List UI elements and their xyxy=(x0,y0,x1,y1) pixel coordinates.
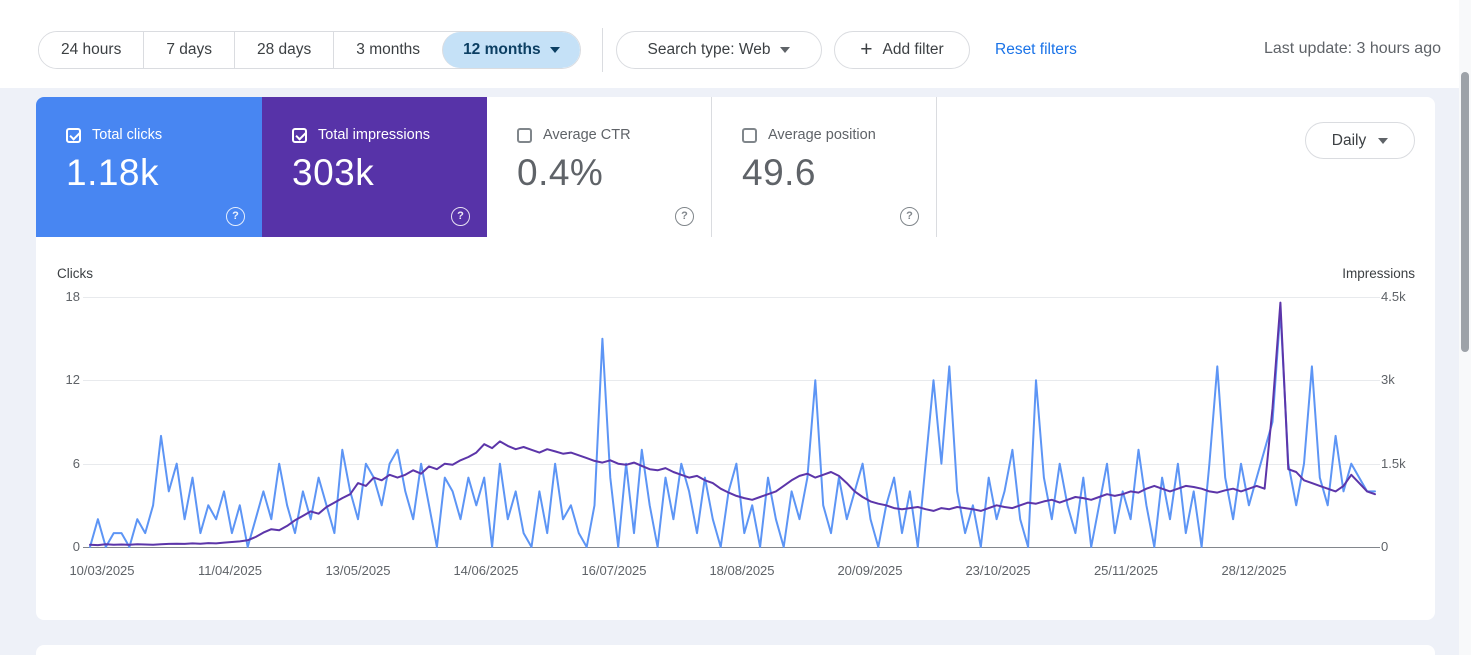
add-filter-label: Add filter xyxy=(882,41,944,58)
checkbox-icon[interactable] xyxy=(517,127,532,143)
help-icon[interactable]: ? xyxy=(226,207,245,226)
right-axis-tick: 0 xyxy=(1381,539,1389,554)
metric-card-total-clicks[interactable]: Total clicks 1.18k ? xyxy=(36,97,262,237)
performance-card: Total clicks 1.18k ? Total impressions 3… xyxy=(36,97,1435,620)
metric-value: 1.18k xyxy=(66,152,160,193)
series-line-clicks xyxy=(90,311,1375,547)
tab-12-months[interactable]: 12 months xyxy=(442,32,580,68)
help-icon[interactable]: ? xyxy=(675,207,694,226)
last-update-text: Last update: 3 hours ago xyxy=(1263,40,1441,57)
metric-label-row: Total impressions xyxy=(292,127,487,143)
checkbox-checked-icon[interactable] xyxy=(292,127,307,143)
add-filter-button[interactable]: + Add filter xyxy=(834,31,970,69)
chevron-down-icon xyxy=(549,47,560,53)
metric-label: Total impressions xyxy=(318,127,431,143)
metrics-row: Total clicks 1.18k ? Total impressions 3… xyxy=(36,97,937,237)
search-type-dropdown[interactable]: Search type: Web xyxy=(616,31,822,69)
right-axis-title: Impressions xyxy=(1342,266,1415,281)
x-axis-label: 13/05/2025 xyxy=(325,563,391,578)
x-axis-label: 20/09/2025 xyxy=(837,563,903,578)
checkbox-checked-icon[interactable] xyxy=(66,127,81,143)
metric-label-row: Average position xyxy=(742,127,936,143)
left-axis-tick: 18 xyxy=(65,289,80,304)
metric-label: Average position xyxy=(768,127,876,143)
metric-value: 303k xyxy=(292,152,375,193)
left-axis-tick: 6 xyxy=(72,456,80,471)
gridline xyxy=(83,464,1380,465)
chevron-down-icon xyxy=(1378,137,1389,144)
gridline xyxy=(83,380,1380,381)
scrollbar[interactable] xyxy=(1459,0,1471,655)
right-axis-tick: 4.5k xyxy=(1381,289,1406,304)
metric-label: Total clicks xyxy=(92,127,163,143)
granularity-dropdown[interactable]: Daily xyxy=(1305,122,1415,159)
x-axis-label: 18/08/2025 xyxy=(709,563,775,578)
x-axis-label: 14/06/2025 xyxy=(453,563,519,578)
right-axis-tick: 1.5k xyxy=(1381,456,1406,471)
right-axis-tick: 3k xyxy=(1381,372,1395,387)
tab-7-days[interactable]: 7 days xyxy=(143,32,234,68)
line-chart-canvas[interactable] xyxy=(90,297,1375,547)
x-axis-label: 10/03/2025 xyxy=(69,563,135,578)
filter-bar: 24 hours 7 days 28 days 3 months 12 mont… xyxy=(0,0,1459,88)
metric-card-average-ctr[interactable]: Average CTR 0.4% ? xyxy=(487,97,712,237)
left-axis-title: Clicks xyxy=(57,266,93,281)
x-axis-label: 11/04/2025 xyxy=(197,563,263,578)
date-range-tabs: 24 hours 7 days 28 days 3 months 12 mont… xyxy=(38,31,581,69)
help-icon[interactable]: ? xyxy=(451,207,470,226)
metric-label-row: Total clicks xyxy=(66,127,262,143)
chevron-down-icon xyxy=(780,47,791,53)
x-axis-label: 16/07/2025 xyxy=(581,563,647,578)
tab-12-months-label: 12 months xyxy=(463,41,541,58)
metric-card-average-position[interactable]: Average position 49.6 ? xyxy=(712,97,937,237)
help-icon[interactable]: ? xyxy=(900,207,919,226)
x-axis-label: 23/10/2025 xyxy=(965,563,1031,578)
metric-label: Average CTR xyxy=(543,127,631,143)
vertical-divider xyxy=(602,28,603,72)
reset-filters-link[interactable]: Reset filters xyxy=(995,41,1077,58)
tab-24-hours[interactable]: 24 hours xyxy=(39,32,144,68)
checkbox-icon[interactable] xyxy=(742,127,757,143)
left-axis-tick: 12 xyxy=(65,372,80,387)
metric-label-row: Average CTR xyxy=(517,127,711,143)
next-section-card xyxy=(36,645,1435,655)
granularity-label: Daily xyxy=(1331,131,1367,149)
x-axis-label: 25/11/2025 xyxy=(1093,563,1159,578)
gridline xyxy=(83,297,1380,298)
metric-card-total-impressions[interactable]: Total impressions 303k ? xyxy=(262,97,487,237)
metric-value: 49.6 xyxy=(742,152,817,193)
left-axis-tick: 0 xyxy=(72,539,80,554)
x-axis-label: 28/12/2025 xyxy=(1221,563,1287,578)
tab-28-days[interactable]: 28 days xyxy=(234,32,334,68)
x-axis-line xyxy=(83,547,1380,548)
series-line-impressions xyxy=(90,303,1375,545)
metric-value: 0.4% xyxy=(517,152,604,193)
plus-icon: + xyxy=(860,37,873,61)
scrollbar-thumb[interactable] xyxy=(1461,72,1469,352)
search-type-label: Search type: Web xyxy=(647,41,771,58)
tab-3-months[interactable]: 3 months xyxy=(333,32,443,68)
